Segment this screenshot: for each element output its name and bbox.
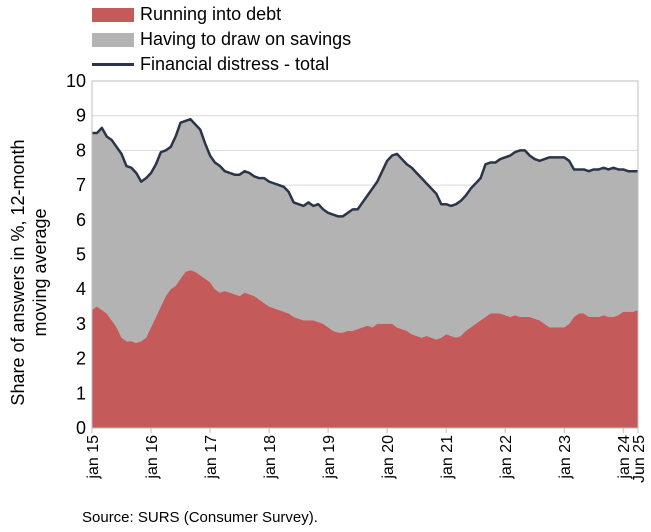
y-tick-label: 1 xyxy=(76,383,86,403)
legend-item-debt: Running into debt xyxy=(92,2,351,27)
y-tick-label: 4 xyxy=(76,279,86,299)
source-note: Source: SURS (Consumer Survey). xyxy=(82,509,318,526)
legend-item-savings: Having to draw on savings xyxy=(92,27,351,52)
total-line xyxy=(92,117,638,218)
debt-area xyxy=(92,270,638,428)
x-tick-label: jan 22 xyxy=(498,435,515,480)
y-axis-title-line-2: moving average xyxy=(30,208,50,336)
axes: 0 1 2 3 4 5 6 7 8 9 10 jan 15 jan 16 jan 17 jan 18 jan … xyxy=(66,71,648,483)
legend-label-debt: Running into debt xyxy=(140,4,282,24)
y-axis-title: Share of answers in %, 12-month moving av… xyxy=(8,139,50,405)
y-tick-label: 10 xyxy=(66,71,86,91)
x-tick-label: jan 16 xyxy=(144,435,161,480)
legend: Running into debt Having to draw on savi… xyxy=(92,2,351,77)
x-tick-label: jan 17 xyxy=(203,435,220,480)
y-tick-label: 0 xyxy=(76,418,86,438)
x-tick-label: jan 23 xyxy=(557,435,574,480)
legend-item-total: Financial distress - total xyxy=(92,52,351,77)
y-tick-label: 5 xyxy=(76,245,86,265)
legend-swatch-total xyxy=(92,63,134,66)
y-tick-label: 2 xyxy=(76,349,86,369)
y-tick-label: 3 xyxy=(76,314,86,334)
plot-lines xyxy=(92,117,638,218)
x-tick-label: jan 24 xyxy=(616,435,633,480)
y-axis-title-line-1: Share of answers in %, 12-month xyxy=(8,139,28,405)
y-tick-label: 9 xyxy=(76,106,86,126)
legend-swatch-debt xyxy=(92,7,134,22)
y-tick-label: 6 xyxy=(76,210,86,230)
x-tick-label: jan 20 xyxy=(380,435,397,480)
x-tick-label: jan 21 xyxy=(439,435,456,480)
x-tick-label: jan 18 xyxy=(262,435,279,480)
x-tick-label: jan 15 xyxy=(85,435,102,480)
legend-label-savings: Having to draw on savings xyxy=(140,29,352,49)
x-tick-label: Jun 25 xyxy=(631,435,648,483)
y-tick-label: 8 xyxy=(76,140,86,160)
x-tick-label: jan 19 xyxy=(321,435,338,480)
plot-border xyxy=(91,80,639,429)
savings-area xyxy=(92,119,638,343)
plot-areas xyxy=(92,119,638,428)
legend-swatch-savings xyxy=(92,32,134,47)
y-tick-label: 7 xyxy=(76,175,86,195)
legend-label-total: Financial distress - total xyxy=(140,54,330,74)
